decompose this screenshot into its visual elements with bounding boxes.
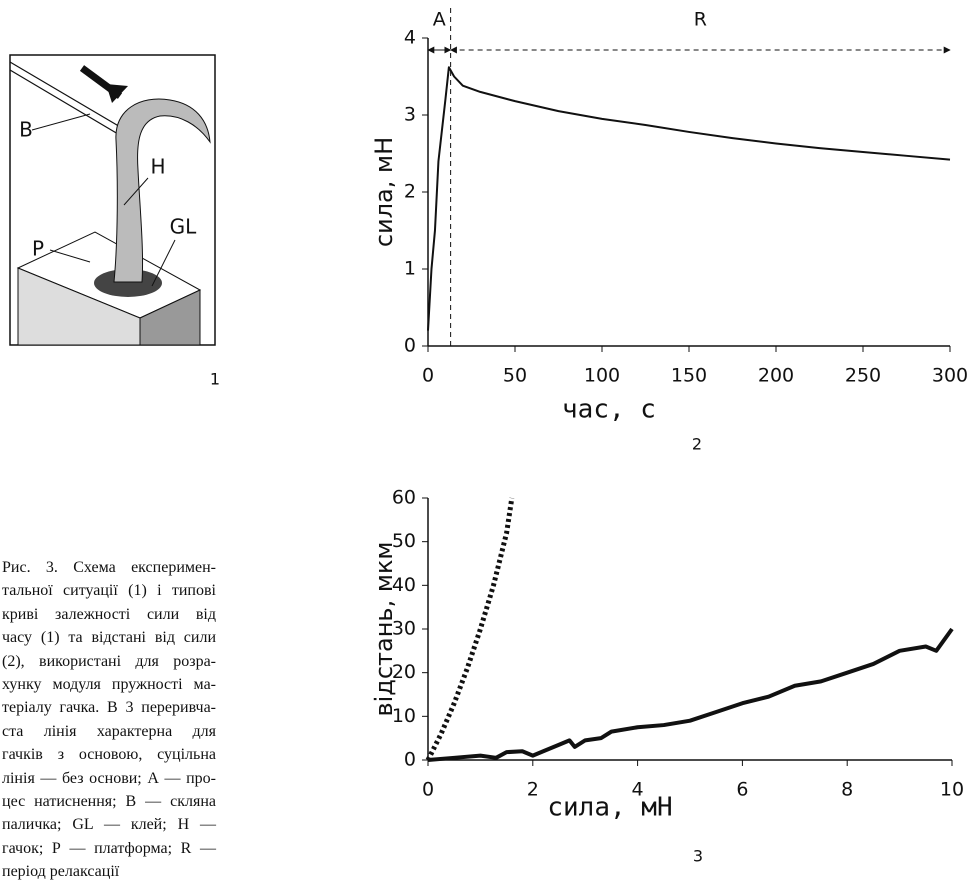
x-tick-label: 100 — [584, 365, 620, 387]
caption-line: (2), використані для розра- — [2, 652, 216, 670]
phase-label: R — [694, 9, 707, 31]
caption-line: гачків з основою, суцільна — [2, 746, 216, 764]
force-arrow-head — [106, 84, 128, 103]
y-axis-label: відстань, мкм — [370, 541, 398, 716]
y-tick-label: 4 — [404, 27, 416, 49]
platform-right — [139, 289, 201, 346]
diagram: B H P GL 1 — [9, 54, 220, 389]
leader — [49, 249, 91, 263]
x-tick-label: 250 — [845, 365, 881, 387]
caption-line: період релаксації — [2, 863, 120, 881]
caption-line: часу (1) та відстані від сили — [2, 629, 216, 647]
x-axis-label: сила, мН — [547, 793, 672, 823]
panel-label: 1 — [210, 370, 220, 389]
y-tick-label: 1 — [404, 258, 416, 280]
y-tick-label: 60 — [392, 487, 416, 509]
x-tick-label: 50 — [503, 365, 527, 387]
diagram-label: P — [32, 237, 44, 261]
caption-line: криві залежності сили від — [2, 605, 216, 623]
x-tick-label: 0 — [422, 779, 434, 801]
panel-label: 2 — [692, 435, 702, 454]
phase-label: A — [433, 9, 446, 31]
hook — [113, 98, 211, 283]
x-tick-label: 200 — [758, 365, 794, 387]
x-tick-label: 4 — [632, 779, 644, 801]
x-tick-label: 10 — [940, 779, 964, 801]
diagram-label: GL — [170, 215, 197, 239]
glass-rod — [9, 61, 123, 129]
x-tick-label: 300 — [932, 365, 968, 387]
diagram-label: B — [19, 118, 33, 142]
x-tick-label: 2 — [527, 779, 539, 801]
data-line — [425, 497, 515, 762]
caption: Рис. 3. Схема експеримен-тальної ситуаці… — [2, 556, 216, 884]
x-axis-label: час, с — [562, 395, 656, 425]
x-tick-label: 6 — [736, 779, 748, 801]
y-tick-label: 0 — [404, 749, 416, 771]
leader — [123, 177, 149, 206]
y-tick-label: 40 — [392, 574, 416, 596]
leader — [31, 113, 91, 131]
caption-line: теріалу гачка. В 3 переривча- — [2, 699, 216, 717]
caption-line: цес натиснення; В — скляна — [2, 793, 216, 811]
caption-line: паличка; GL — клей; Н — — [2, 816, 216, 834]
panel-label: 3 — [693, 847, 703, 866]
diagram-label: H — [150, 155, 165, 179]
glass-rod — [9, 69, 119, 135]
data-line — [427, 66, 951, 331]
y-tick-label: 10 — [392, 705, 416, 727]
caption-line: Рис. 3. Схема експеримен- — [2, 559, 216, 576]
y-axis-label: сила, мН — [370, 137, 398, 247]
caption-line: тальної ситуації (1) і типові — [2, 582, 216, 600]
y-tick-label: 50 — [392, 530, 416, 552]
glue — [94, 269, 162, 297]
y-tick-label: 0 — [404, 335, 416, 357]
caption-line: гачок; Р — платформа; R — — [2, 839, 216, 857]
y-tick-label: 3 — [404, 104, 416, 126]
x-tick-label: 0 — [422, 365, 434, 387]
y-tick-label: 2 — [404, 181, 416, 203]
data-line — [427, 627, 954, 762]
x-tick-label: 150 — [671, 365, 707, 387]
y-tick-label: 30 — [392, 618, 416, 640]
leader — [151, 239, 176, 287]
y-tick-label: 20 — [392, 661, 416, 683]
caption-line: хунку модуля пружності ма- — [2, 676, 216, 694]
caption-line: ста лінія характерна для — [2, 722, 216, 740]
x-tick-label: 8 — [841, 779, 853, 801]
caption-line: лінія — без основи; А — про- — [2, 769, 216, 787]
